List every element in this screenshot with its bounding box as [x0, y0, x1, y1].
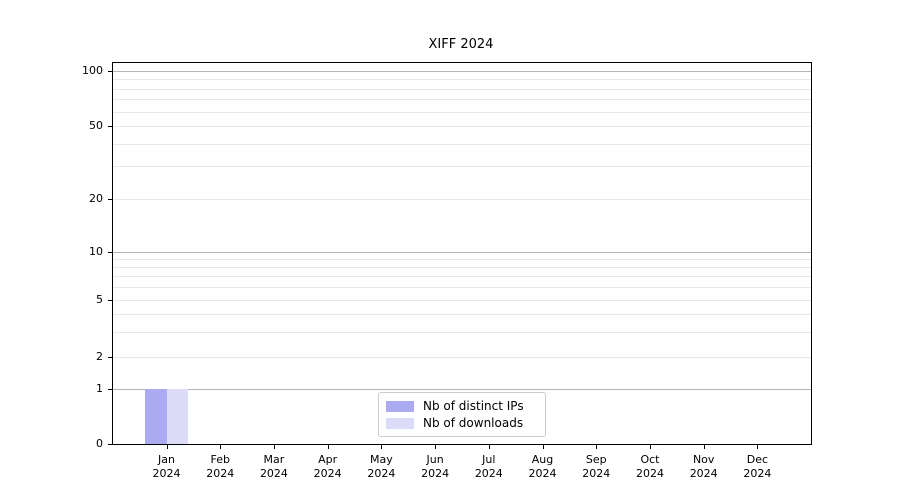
y-tick-mark-10: [108, 251, 112, 253]
x-tick-label-apr: Apr 2024: [313, 453, 342, 480]
y-tick-mark-20: [108, 198, 112, 200]
y-tick-label-20: 20: [89, 191, 103, 205]
legend-item-downloads: Nb of downloads: [386, 416, 536, 430]
y-gridline-minor-90: [113, 79, 811, 81]
legend-swatch-distinct-ips: [386, 400, 414, 412]
y-gridline-minor-8: [113, 266, 811, 268]
x-tick-mark-jan: [166, 445, 168, 449]
y-gridline-major-100: [113, 71, 811, 72]
y-gridline-minor-5: [113, 299, 811, 301]
y-gridline-minor-70: [113, 99, 811, 101]
y-tick-label-100: 100: [82, 64, 103, 77]
legend: Nb of distinct IPs Nb of downloads: [378, 392, 546, 437]
x-tick-label-may: May 2024: [367, 453, 396, 480]
x-tick-mark-aug: [542, 445, 544, 449]
y-gridline-minor-60: [113, 111, 811, 113]
y-tick-mark-100: [108, 71, 112, 72]
y-tick-label-10: 10: [89, 244, 103, 258]
y-gridline-minor-20: [113, 198, 811, 200]
y-tick-label-2: 2: [96, 350, 103, 363]
y-gridline-major-1: [113, 389, 811, 390]
x-tick-mark-dec: [757, 445, 759, 449]
y-tick-label-5: 5: [96, 292, 103, 306]
x-tick-label-feb: Feb 2024: [206, 453, 235, 480]
x-tick-mark-apr: [327, 445, 329, 449]
legend-swatch-downloads: [386, 417, 414, 429]
y-gridline-minor-50: [113, 126, 811, 127]
y-tick-label-1: 1: [96, 382, 103, 395]
y-gridline-minor-80: [113, 88, 811, 90]
legend-label-distinct-ips: Nb of distinct IPs: [423, 399, 524, 413]
x-tick-label-jan: Jan 2024: [152, 453, 181, 480]
legend-item-distinct-ips: Nb of distinct IPs: [386, 399, 536, 413]
y-gridline-minor-40: [113, 143, 811, 145]
y-gridline-minor-2: [113, 357, 811, 358]
y-gridline-minor-3: [113, 331, 811, 333]
x-tick-label-mar: Mar 2024: [259, 453, 288, 480]
x-tick-label-oct: Oct 2024: [635, 453, 664, 480]
x-tick-label-jun: Jun 2024: [421, 453, 450, 480]
x-tick-label-aug: Aug 2024: [528, 453, 557, 480]
y-gridline-major-10: [113, 251, 811, 253]
x-tick-mark-jun: [435, 445, 437, 449]
y-gridline-minor-6: [113, 286, 811, 288]
y-tick-label-0: 0: [96, 437, 103, 450]
y-tick-mark-1: [108, 389, 112, 390]
x-tick-mark-may: [381, 445, 383, 449]
x-tick-mark-oct: [649, 445, 651, 449]
chart-title: XIFF 2024: [428, 37, 494, 52]
x-tick-label-sep: Sep 2024: [582, 453, 611, 480]
y-tick-mark-2: [108, 357, 112, 358]
y-gridline-minor-30: [113, 166, 811, 168]
y-tick-label-50: 50: [89, 119, 103, 132]
y-gridline-minor-7: [113, 276, 811, 278]
legend-label-downloads: Nb of downloads: [423, 416, 524, 430]
bar-nb-of-downloads-jan: [166, 389, 188, 444]
x-tick-mark-mar: [273, 445, 275, 449]
bar-nb-of-distinct-ips-jan: [145, 389, 167, 444]
y-tick-mark-0: [108, 444, 112, 445]
x-tick-mark-feb: [220, 445, 222, 449]
x-tick-label-dec: Dec 2024: [743, 453, 772, 480]
y-tick-mark-50: [108, 126, 112, 127]
y-tick-mark-5: [108, 299, 112, 301]
x-tick-mark-jul: [488, 445, 490, 449]
y-gridline-minor-9: [113, 258, 811, 260]
x-tick-mark-sep: [596, 445, 598, 449]
x-tick-mark-nov: [703, 445, 705, 449]
plot-area: Nb of distinct IPs Nb of downloads 0 1 2 5 1…: [82, 62, 812, 480]
x-tick-label-jul: Jul 2024: [474, 453, 503, 480]
y-gridline-minor-4: [113, 313, 811, 315]
x-tick-label-nov: Nov 2024: [689, 453, 718, 480]
